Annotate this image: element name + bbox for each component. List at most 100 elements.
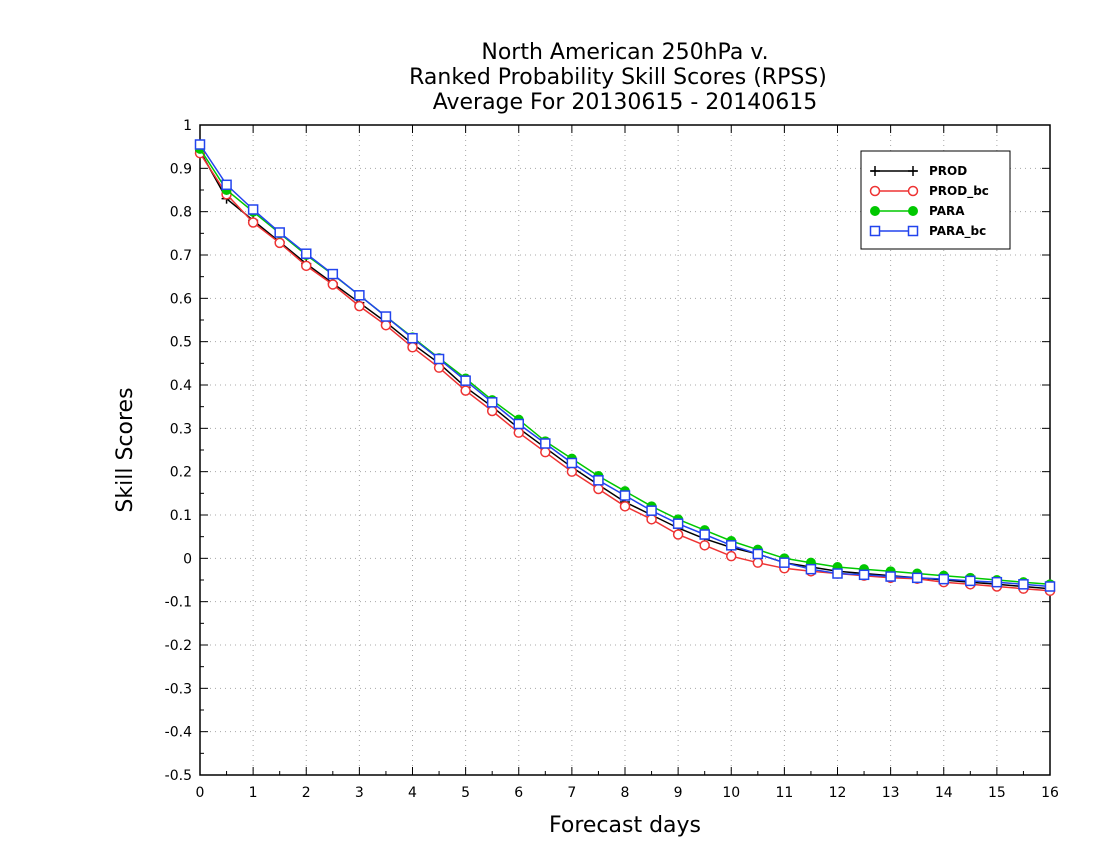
chart-title: North American 250hPa v. Ranked Probabil…	[409, 40, 827, 115]
data-point-para-bc	[327, 268, 339, 280]
series-para-bc	[194, 139, 1056, 592]
y-tick-label: 0.7	[170, 248, 192, 264]
x-tick-label: 15	[988, 785, 1006, 801]
y-tick-label: 0.3	[170, 421, 192, 437]
y-tick-label: 0.6	[170, 291, 192, 307]
title-line-2: Ranked Probability Skill Scores (RPSS)	[409, 65, 827, 90]
data-point-prod-bc	[619, 501, 631, 512]
data-point-para-bc	[699, 529, 710, 540]
x-tick-label: 13	[882, 785, 900, 801]
y-tick-label: 0.2	[170, 465, 192, 481]
data-point-prod-bc	[380, 319, 392, 331]
grid	[200, 125, 1050, 775]
data-point-prod-bc	[566, 466, 578, 477]
legend-marker	[907, 185, 919, 197]
data-point-para-bc	[726, 540, 737, 551]
title-line-3: Average For 20130615 - 20140615	[433, 90, 818, 115]
x-tick-label: 4	[408, 785, 417, 801]
x-tick-label: 1	[249, 785, 258, 801]
x-tick-label: 14	[935, 785, 953, 801]
data-point-para-bc	[858, 569, 870, 581]
series-layer	[194, 139, 1056, 597]
legend: PROD PROD_bc PARA PARA_bc	[860, 150, 1011, 250]
data-point-prod-bc	[486, 405, 498, 417]
data-point-para-bc	[566, 457, 578, 469]
x-tick-label: 5	[461, 785, 470, 801]
data-point-prod-bc	[646, 514, 657, 525]
data-point-prod-bc	[354, 300, 365, 312]
legend-label: PROD	[929, 164, 967, 178]
legend-box	[860, 150, 1011, 250]
y-tick-label: -0.4	[165, 725, 192, 741]
data-point-para-bc	[1044, 581, 1056, 592]
x-tick-label: 11	[775, 785, 793, 801]
y-tick-label: 0.1	[170, 508, 192, 524]
x-axis-title: Forecast days	[549, 813, 701, 838]
data-point-para-bc	[593, 475, 604, 486]
y-tick-label: 0.4	[170, 378, 192, 394]
data-point-para-bc	[779, 557, 790, 568]
legend-marker	[907, 225, 919, 237]
data-point-para-bc	[1018, 579, 1029, 590]
data-point-para-bc	[911, 572, 923, 584]
data-point-para-bc	[380, 311, 392, 322]
data-point-para-bc	[646, 505, 657, 516]
data-point-para-bc	[460, 375, 471, 386]
legend-item-prod: PROD	[870, 164, 967, 178]
y-tick-label: 0.5	[170, 335, 192, 351]
data-point-prod-bc	[247, 217, 259, 228]
x-tick-label: 12	[829, 785, 847, 801]
data-point-prod-bc	[513, 427, 524, 438]
legend-item-prod-bc: PROD_bc	[869, 184, 989, 199]
y-tick-label: -0.5	[165, 768, 192, 784]
legend-marker	[870, 206, 880, 216]
data-point-para-bc	[752, 548, 764, 560]
legend-marker	[869, 185, 881, 197]
legend-item-para: PARA	[870, 204, 965, 218]
x-tick-label: 9	[674, 785, 683, 801]
data-point-para-bc	[354, 290, 365, 301]
y-tick-label: -0.2	[165, 638, 192, 654]
x-tick-label: 0	[196, 785, 205, 801]
legend-label: PARA_bc	[929, 224, 986, 239]
x-tick-label: 3	[355, 785, 364, 801]
y-tick-label: 0.9	[170, 161, 192, 177]
data-point-para-bc	[885, 571, 896, 582]
data-point-para-bc	[486, 397, 498, 408]
x-tick-label: 10	[722, 785, 740, 801]
data-point-para-bc	[301, 248, 312, 259]
legend-label: PROD_bc	[929, 184, 989, 199]
data-point-prod-bc	[672, 529, 684, 540]
data-point-prod-bc	[327, 279, 339, 290]
x-tick-label: 16	[1041, 785, 1059, 801]
y-tick-label: 0.8	[170, 205, 192, 221]
legend-label: PARA	[929, 204, 965, 218]
data-point-para-bc	[991, 576, 1003, 588]
legend-marker	[908, 206, 918, 216]
data-point-para-bc	[672, 518, 684, 529]
y-tick-label: 0	[183, 551, 192, 567]
y-tick-label: 1	[183, 118, 192, 134]
x-tick-label: 2	[302, 785, 311, 801]
data-point-prod-bc	[699, 540, 710, 551]
y-axis-title: Skill Scores	[113, 387, 138, 512]
x-tick-label: 6	[514, 785, 523, 801]
legend-item-para-bc: PARA_bc	[869, 224, 986, 239]
data-point-para-bc	[247, 204, 259, 215]
legend-marker	[869, 225, 881, 237]
y-tick-label: -0.3	[165, 681, 192, 697]
data-point-para-bc	[407, 332, 418, 344]
y-tick-label: -0.1	[165, 595, 192, 611]
x-tick-label: 7	[567, 785, 576, 801]
data-point-para-bc	[513, 418, 524, 430]
data-point-prod-bc	[752, 557, 764, 568]
data-point-prod-bc	[540, 446, 551, 458]
data-point-prod-bc	[274, 237, 285, 249]
data-point-prod-bc	[460, 385, 471, 396]
data-point-para-bc	[805, 563, 817, 575]
data-point-para-bc	[274, 227, 285, 238]
data-point-para-bc	[540, 438, 551, 449]
data-point-prod-bc	[301, 260, 312, 272]
data-point-prod-bc	[593, 483, 604, 495]
